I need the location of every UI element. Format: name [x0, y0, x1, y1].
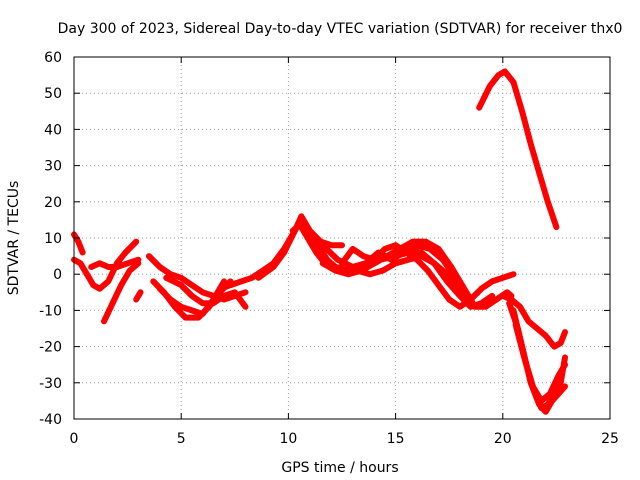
series-track-2: [71, 238, 140, 292]
series-layer: [71, 68, 568, 415]
y-tick-label: -10: [39, 303, 62, 319]
series-track-1: [71, 231, 86, 256]
y-tick-label: 0: [53, 267, 62, 283]
series-track-16: [349, 242, 472, 299]
y-tick-label: 10: [44, 231, 62, 247]
series-track-4: [101, 260, 142, 325]
x-tick-label: 15: [387, 431, 405, 447]
y-tick-label: 20: [44, 195, 62, 211]
series-track-5: [133, 289, 144, 303]
grid-layer: [74, 57, 610, 419]
y-tick-label: 40: [44, 122, 62, 138]
x-tick-label: 5: [177, 431, 186, 447]
y-tick-label: 50: [44, 86, 62, 102]
series-track-8: [156, 278, 228, 317]
x-tick-label: 0: [70, 431, 79, 447]
x-tick-label: 20: [494, 431, 512, 447]
y-tick-label: -20: [39, 340, 62, 356]
y-tick-label: -40: [39, 412, 62, 428]
x-axis-label: GPS time / hours: [281, 460, 398, 476]
series-track-18: [476, 68, 560, 231]
series-track-6: [146, 253, 249, 303]
series-track-22: [512, 321, 568, 404]
chart-title: Day 300 of 2023, Sidereal Day-to-day VTE…: [58, 21, 623, 37]
series-track-9: [163, 274, 249, 310]
y-axis-label: SDTVAR / TECUs: [6, 181, 22, 296]
series-track-12: [289, 220, 345, 249]
x-tick-label: 25: [601, 431, 619, 447]
series-track-17: [354, 253, 472, 307]
y-tick-label: 60: [44, 50, 62, 66]
y-tick-label: 30: [44, 159, 62, 175]
y-tick-label: -30: [39, 376, 62, 392]
series-track-19: [499, 292, 568, 350]
x-tick-label: 10: [279, 431, 297, 447]
series-track-3: [88, 256, 142, 270]
tick-layer: 0 5 10 15 20 25 -40 -30 -20 -10 0 10 20 30 40 50 60: [39, 50, 619, 447]
